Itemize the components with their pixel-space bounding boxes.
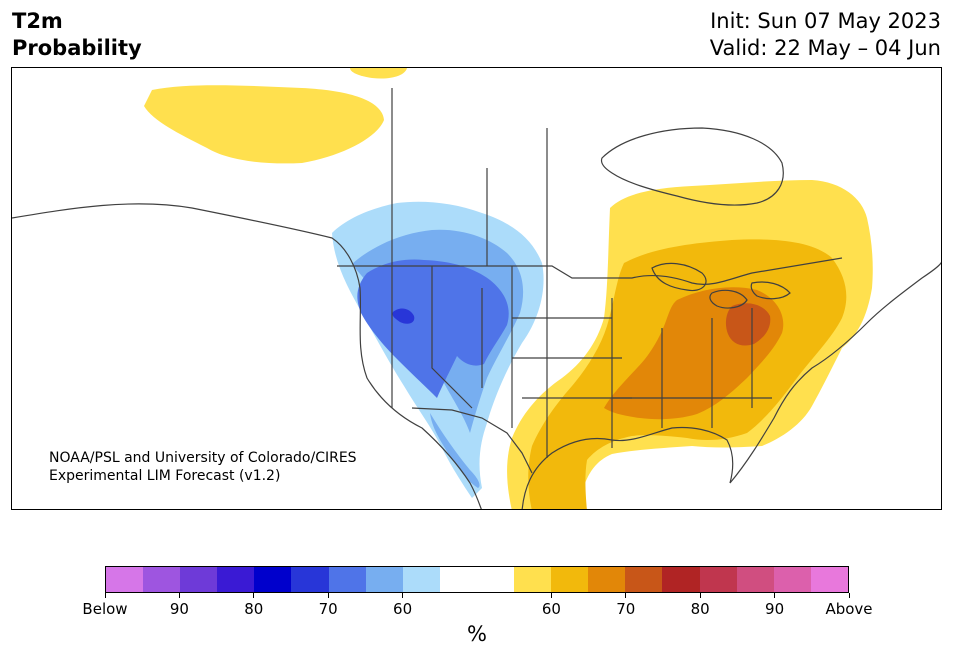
colorbar-tick-mark: [178, 593, 180, 598]
shade-baja: [430, 413, 480, 488]
valid-range: Valid: 22 May – 04 Jun: [709, 36, 941, 60]
colorbar-cell: [365, 567, 403, 592]
map-panel: [11, 67, 942, 510]
colorbar-tick-label: 60: [393, 600, 413, 618]
colorbar-cell: [810, 567, 848, 592]
us-states-east: [611, 298, 772, 448]
colorbar-tick-label: 90: [169, 600, 189, 618]
product-label: Probability: [12, 36, 142, 60]
colorbar-cell: [476, 567, 515, 592]
colorbar-cell: [254, 567, 292, 592]
colorbar-tick-mark: [104, 593, 106, 598]
variable-label: T2m: [12, 9, 63, 33]
init-date: Init: Sun 07 May 2023: [710, 9, 941, 33]
colorbar-cell: [736, 567, 774, 592]
us-states-plains: [512, 266, 632, 458]
colorbar-tick-mark: [699, 593, 701, 598]
colorbar-tick-label: 80: [244, 600, 264, 618]
us-mexico-border: [411, 407, 533, 474]
colorbar-cell: [180, 567, 218, 592]
atlantic-coastline: [729, 261, 941, 484]
colorbar-tick-mark: [550, 593, 552, 598]
chart-title: T2m Probability: [12, 8, 142, 62]
boundaries: [12, 88, 941, 509]
great-lakes: [651, 262, 791, 309]
colorbar-tick-label: 70: [616, 600, 636, 618]
shade-west-90: [392, 308, 415, 324]
us-canada-border: [337, 257, 843, 285]
colorbar-cell: [106, 567, 144, 592]
hudson-bay: [600, 127, 784, 206]
colorbar-tick-label: Below: [82, 600, 128, 618]
colorbar-cell: [291, 567, 329, 592]
colorbar-cell: [217, 567, 255, 592]
colorbar-cell: [773, 567, 811, 592]
colorbar-cell: [439, 567, 477, 592]
colorbar-cell: [625, 567, 663, 592]
colorbar-tick-mark: [402, 593, 404, 598]
shade-west-80: [357, 259, 509, 398]
colorbar-tick-mark: [625, 593, 627, 598]
credit-line-1: NOAA/PSL and University of Colorado/CIRE…: [49, 450, 357, 466]
colorbar-tick-mark: [774, 593, 776, 598]
us-states-west: [391, 266, 513, 428]
colorbar-cell: [662, 567, 700, 592]
colorbar-unit: %: [467, 622, 487, 646]
colorbar-tick-label: 80: [690, 600, 710, 618]
colorbar-tick-label: 60: [541, 600, 561, 618]
shade-arctic-coast: [350, 68, 407, 79]
colorbar-cell: [328, 567, 366, 592]
colorbar-cell: [588, 567, 626, 592]
colorbar-tick-mark: [848, 593, 850, 598]
canada-prairies: [391, 88, 548, 266]
colorbar-cell: [699, 567, 737, 592]
shade-east-90: [725, 303, 771, 346]
colorbar-tick-label: 90: [765, 600, 785, 618]
colorbar-cell: [402, 567, 440, 592]
shade-nw-canada: [144, 85, 384, 164]
colorbar-tick-label: Above: [825, 600, 873, 618]
colorbar-cell: [514, 567, 552, 592]
gulf-coastline: [521, 426, 734, 509]
forecast-dates: Init: Sun 07 May 2023 Valid: 22 May – 04…: [710, 8, 941, 62]
colorbar-cell: [143, 567, 181, 592]
colorbar-tick-label: 70: [318, 600, 338, 618]
colorbar-cell: [551, 567, 589, 592]
colorbar-tick-mark: [327, 593, 329, 598]
colorbar: [105, 566, 849, 593]
pacific-coastline: [12, 203, 482, 509]
credit-text: NOAA/PSL and University of Colorado/CIRE…: [49, 449, 357, 485]
credit-line-2: Experimental LIM Forecast (v1.2): [49, 468, 281, 484]
probability-map: [12, 68, 941, 509]
colorbar-tick-mark: [253, 593, 255, 598]
